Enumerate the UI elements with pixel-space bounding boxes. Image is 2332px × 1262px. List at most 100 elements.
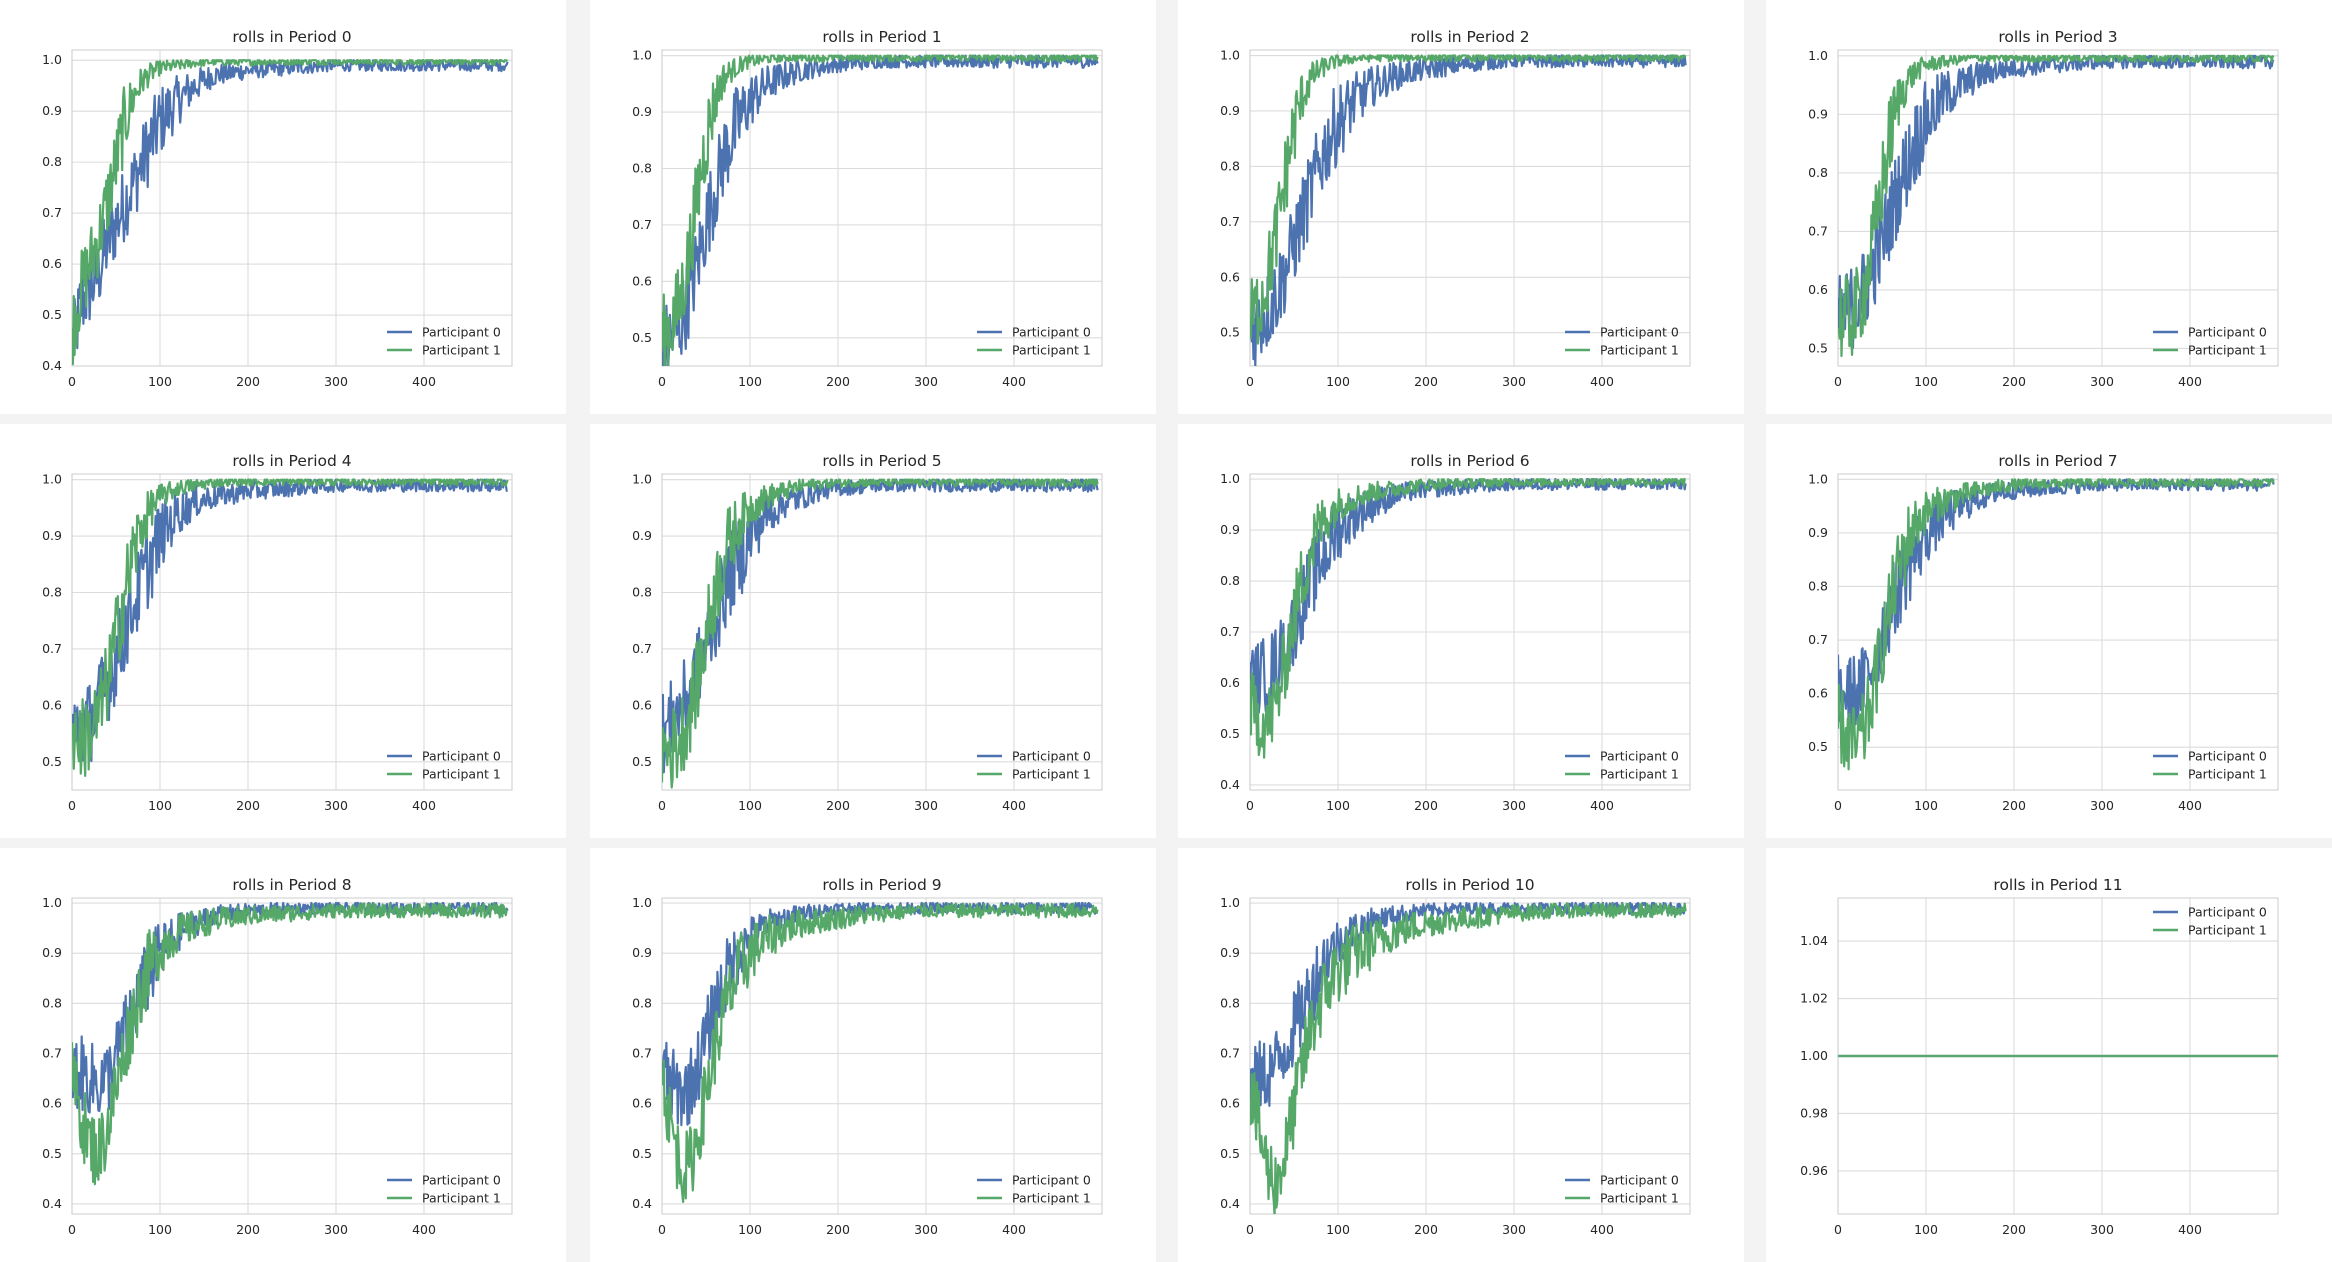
x-tick-label: 300 bbox=[2090, 1222, 2114, 1237]
chart-title: rolls in Period 11 bbox=[1993, 876, 2122, 894]
chart-panel-7: rolls in Period 7 0 100 200 300 400 0.5 0.6 0.7 0… bbox=[1766, 424, 2332, 838]
y-tick-label: 0.7 bbox=[632, 641, 652, 656]
chart-panel-8: rolls in Period 8 0 100 200 300 400 0.4 0.5 0.6 0… bbox=[0, 848, 566, 1262]
legend-label-participant-1: Participant 1 bbox=[1012, 343, 1091, 358]
y-tick-label: 0.9 bbox=[632, 528, 652, 543]
y-tick-label: 0.5 bbox=[42, 754, 62, 769]
y-tick-label: 1.0 bbox=[42, 472, 62, 487]
x-tick-label: 400 bbox=[2178, 1222, 2202, 1237]
y-tick-label: 0.9 bbox=[1220, 522, 1240, 537]
chart-title: rolls in Period 8 bbox=[232, 876, 351, 894]
chart-title: rolls in Period 7 bbox=[1998, 452, 2117, 470]
x-tick-label: 400 bbox=[2178, 798, 2202, 813]
y-tick-label: 0.7 bbox=[1808, 223, 1828, 238]
series-line-participant-0 bbox=[72, 59, 509, 363]
y-tick-label: 0.8 bbox=[1220, 995, 1240, 1010]
series-line-participant-1 bbox=[662, 478, 1099, 789]
x-tick-label: 0 bbox=[658, 374, 666, 389]
chart-title: rolls in Period 6 bbox=[1410, 452, 1529, 470]
x-tick-label: 200 bbox=[1414, 374, 1438, 389]
y-tick-label: 0.8 bbox=[42, 154, 62, 169]
chart-svg-11: rolls in Period 11 0 100 200 300 400 0.96 0.98 1… bbox=[1800, 876, 2279, 1237]
legend-label-participant-0: Participant 0 bbox=[422, 325, 501, 340]
y-tick-label: 0.4 bbox=[632, 1196, 652, 1211]
legend-label-participant-1: Participant 1 bbox=[1012, 1191, 1091, 1206]
x-tick-label: 300 bbox=[324, 798, 348, 813]
x-tick-label: 300 bbox=[1502, 374, 1526, 389]
series-line-participant-1 bbox=[1250, 54, 1687, 345]
legend-label-participant-0: Participant 0 bbox=[1600, 325, 1679, 340]
x-tick-label: 200 bbox=[236, 1222, 260, 1237]
chart-svg-1: rolls in Period 1 0 100 200 300 400 0.5 0.6 0.7 0… bbox=[632, 28, 1103, 389]
series-line-participant-1 bbox=[72, 902, 509, 1186]
legend-label-participant-0: Participant 0 bbox=[2188, 325, 2267, 340]
x-tick-label: 100 bbox=[148, 798, 172, 813]
legend-label-participant-1: Participant 1 bbox=[422, 767, 501, 782]
x-tick-label: 100 bbox=[738, 798, 762, 813]
x-tick-label: 200 bbox=[1414, 1222, 1438, 1237]
x-tick-label: 100 bbox=[1914, 798, 1938, 813]
x-tick-label: 100 bbox=[1326, 374, 1350, 389]
y-tick-label: 0.6 bbox=[42, 1096, 62, 1111]
y-tick-label: 0.8 bbox=[42, 585, 62, 600]
plot-frame bbox=[1249, 473, 1691, 791]
chart-title: rolls in Period 3 bbox=[1998, 28, 2117, 46]
y-tick-label: 1.04 bbox=[1800, 933, 1828, 948]
legend-label-participant-0: Participant 0 bbox=[2188, 749, 2267, 764]
chart-panel-5: rolls in Period 5 0 100 200 300 400 0.5 0.6 0.7 0… bbox=[590, 424, 1156, 838]
x-tick-label: 400 bbox=[412, 798, 436, 813]
legend-label-participant-0: Participant 0 bbox=[1600, 749, 1679, 764]
y-tick-label: 0.9 bbox=[42, 528, 62, 543]
chart-panel-0: rolls in Period 0 0 100 200 300 400 0.4 0.5 0.6 0… bbox=[0, 0, 566, 414]
plot-frame bbox=[1249, 49, 1691, 367]
chart-panel-3: rolls in Period 3 0 100 200 300 400 0.5 0.6 0.7 0… bbox=[1766, 0, 2332, 414]
legend-label-participant-0: Participant 0 bbox=[1012, 325, 1091, 340]
chart-svg-10: rolls in Period 10 0 100 200 300 400 0.4 0.5 0.6… bbox=[1220, 876, 1691, 1237]
x-tick-label: 100 bbox=[738, 374, 762, 389]
y-tick-label: 1.0 bbox=[1220, 471, 1240, 486]
x-tick-label: 300 bbox=[914, 1222, 938, 1237]
y-tick-label: 0.9 bbox=[632, 104, 652, 119]
y-tick-label: 0.5 bbox=[632, 330, 652, 345]
chart-svg-8: rolls in Period 8 0 100 200 300 400 0.4 0.5 0.6 0… bbox=[42, 876, 513, 1237]
legend-label-participant-1: Participant 1 bbox=[422, 343, 501, 358]
chart-svg-7: rolls in Period 7 0 100 200 300 400 0.5 0.6 0.7 0… bbox=[1808, 452, 2279, 813]
plot-frame bbox=[1837, 49, 2279, 367]
chart-panel-4: rolls in Period 4 0 100 200 300 400 0.5 0.6 0.7 0… bbox=[0, 424, 566, 838]
y-tick-label: 0.7 bbox=[1220, 214, 1240, 229]
y-tick-label: 0.5 bbox=[1220, 1146, 1240, 1161]
y-tick-label: 1.0 bbox=[1220, 895, 1240, 910]
legend-label-participant-1: Participant 1 bbox=[1600, 767, 1679, 782]
y-tick-label: 0.5 bbox=[1808, 340, 1828, 355]
y-tick-label: 0.8 bbox=[632, 585, 652, 600]
x-tick-label: 0 bbox=[1246, 1222, 1254, 1237]
y-tick-label: 0.7 bbox=[42, 641, 62, 656]
x-tick-label: 300 bbox=[1502, 798, 1526, 813]
x-tick-label: 300 bbox=[324, 1222, 348, 1237]
y-tick-label: 1.0 bbox=[1808, 471, 1828, 486]
y-tick-label: 0.4 bbox=[42, 1196, 62, 1211]
plot-frame bbox=[71, 897, 513, 1215]
y-tick-label: 0.7 bbox=[42, 1045, 62, 1060]
y-tick-label: 0.98 bbox=[1800, 1105, 1828, 1120]
x-tick-label: 100 bbox=[738, 1222, 762, 1237]
y-tick-label: 0.4 bbox=[42, 358, 62, 373]
x-tick-label: 200 bbox=[236, 798, 260, 813]
series-line-participant-0 bbox=[1250, 901, 1687, 1119]
y-tick-label: 0.5 bbox=[42, 307, 62, 322]
x-tick-label: 0 bbox=[68, 798, 76, 813]
x-tick-label: 400 bbox=[1590, 374, 1614, 389]
y-tick-label: 0.9 bbox=[42, 103, 62, 118]
plot-frame bbox=[1249, 897, 1691, 1215]
x-tick-label: 300 bbox=[2090, 374, 2114, 389]
x-tick-label: 200 bbox=[1414, 798, 1438, 813]
chart-title: rolls in Period 0 bbox=[232, 28, 351, 46]
y-tick-label: 0.6 bbox=[42, 256, 62, 271]
y-tick-label: 1.0 bbox=[42, 52, 62, 67]
series-line-participant-1 bbox=[1838, 478, 2275, 771]
y-tick-label: 0.7 bbox=[632, 1045, 652, 1060]
legend-label-participant-0: Participant 0 bbox=[1012, 749, 1091, 764]
plot-frame bbox=[71, 49, 513, 367]
series-line-participant-0 bbox=[662, 901, 1099, 1127]
plot-frame bbox=[71, 473, 513, 791]
